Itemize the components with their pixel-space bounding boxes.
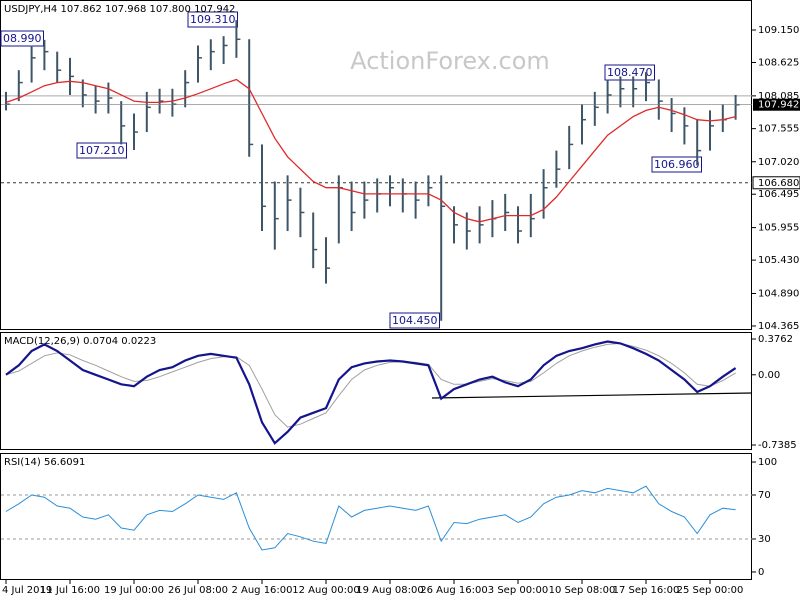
price-title: USDJPY,H4 107.862 107.968 107.800 107.94… — [4, 4, 235, 15]
x-tick-label: 17 Sep 16:00 — [613, 585, 680, 596]
x-tick-label: 26 Jul 08:00 — [168, 585, 228, 596]
annotation: 104.450 — [392, 314, 438, 327]
y-tick-label: 108.085 — [758, 91, 799, 102]
trend-line — [431, 392, 753, 399]
y-tick-label: 70 — [758, 490, 771, 501]
x-tick-label: 4 Jul 2019 — [2, 585, 52, 596]
annotation-box — [0, 30, 44, 47]
rsi-title: RSI(14) 56.6091 — [4, 457, 85, 468]
annotation: 108.470 — [607, 66, 653, 79]
y-tick-label: 106.495 — [758, 189, 799, 200]
annotation-box — [604, 64, 655, 81]
y-tick-label: 0 — [758, 567, 764, 578]
x-tick-label: 19 Jul 00:00 — [104, 585, 164, 596]
last-price-box — [753, 98, 800, 111]
moving-average — [5, 78, 736, 223]
y-tick-label: 105.430 — [758, 255, 799, 266]
y-tick-label: -0.7385 — [758, 440, 797, 451]
level-label-box — [752, 176, 800, 190]
y-tick-label: 104.890 — [758, 289, 799, 300]
annotation: 109.310 — [190, 13, 236, 26]
rsi-panel — [0, 453, 752, 580]
last-price-label: 107.942 — [758, 100, 799, 111]
level-label: 106.680 — [758, 178, 799, 189]
y-tick-label: 107.020 — [758, 157, 799, 168]
annotation-box — [187, 11, 238, 28]
x-tick-label: 26 Aug 16:00 — [420, 585, 487, 596]
watermark: ActionForex.com — [350, 47, 550, 75]
y-tick-label: 104.365 — [758, 321, 799, 332]
x-tick-label: 3 Sep 00:00 — [488, 585, 548, 596]
y-tick-label: 105.955 — [758, 223, 799, 234]
y-tick-label: 107.555 — [758, 124, 799, 135]
price-panel — [0, 0, 752, 330]
annotation-box — [389, 312, 440, 329]
y-tick-label: 109.150 — [758, 25, 799, 36]
macd-title: MACD(12,26,9) 0.0704 0.0223 — [4, 336, 156, 347]
x-tick-label: 25 Sep 00:00 — [677, 585, 744, 596]
indicator-line — [5, 342, 736, 428]
indicator-line — [5, 340, 737, 445]
x-tick-label: 10 Sep 08:00 — [549, 585, 616, 596]
annotation: 107.210 — [79, 144, 125, 157]
macd-panel — [0, 332, 752, 450]
y-tick-label: 0.3762 — [758, 334, 793, 345]
x-tick-label: 2 Aug 16:00 — [231, 585, 292, 596]
x-tick-label: 19 Aug 08:00 — [356, 585, 423, 596]
y-tick-label: 30 — [758, 534, 771, 545]
x-tick-label: 12 Aug 00:00 — [292, 585, 359, 596]
y-tick-label: 108.625 — [758, 57, 799, 68]
annotations: 08.990 109.310 107.210 104.450 108.470 1… — [0, 11, 702, 329]
x-tick-label: 11 Jul 16:00 — [40, 585, 100, 596]
annotation-box — [651, 156, 702, 173]
y-tick-label: 100 — [758, 457, 777, 468]
y-tick-label: 0.00 — [758, 370, 780, 381]
annotation: 106.960 — [654, 158, 700, 171]
annotation: 08.990 — [3, 32, 42, 45]
indicator-line — [5, 485, 736, 551]
annotation-box — [76, 142, 127, 159]
